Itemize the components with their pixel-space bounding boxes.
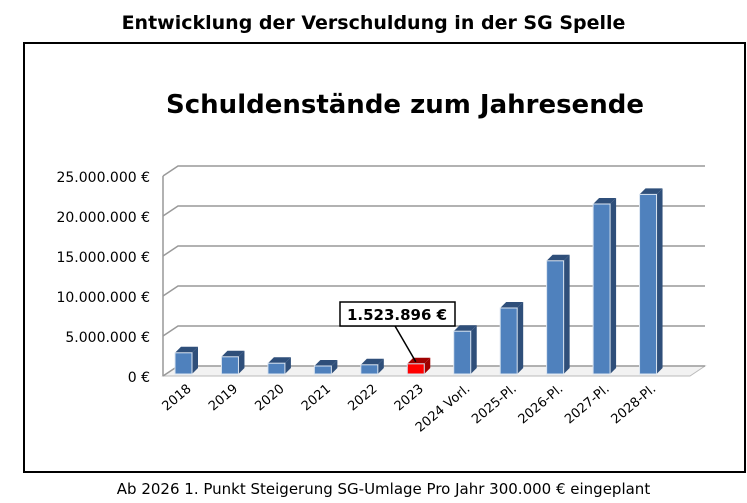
y-tick-label: 20.000.000 €: [56, 210, 150, 226]
chart-frame: [23, 42, 746, 473]
bar-top: [175, 346, 198, 353]
gridline: [162, 245, 705, 257]
bar: [220, 356, 239, 375]
bar-side: [656, 188, 663, 374]
x-tick-label: 2020: [252, 382, 287, 415]
gridline: [162, 205, 705, 217]
bar-side: [424, 357, 431, 374]
chart-title: Schuldenstände zum Jahresende: [166, 90, 644, 120]
bar-side: [517, 302, 524, 374]
bar-top: [500, 302, 524, 308]
y-tick-label: 15.000.000 €: [56, 250, 150, 266]
bar: [546, 260, 565, 375]
footer-note: Ab 2026 1. Punkt Steigerung SG-Umlage Pr…: [116, 480, 651, 498]
x-tick-label: 2028-Pl.: [609, 382, 660, 428]
gridline: [162, 325, 705, 337]
bar-side: [238, 350, 245, 374]
bar-side: [331, 360, 338, 374]
gridline: [162, 165, 705, 177]
bar: [499, 307, 518, 375]
y-tick-label: 10.000.000 €: [56, 290, 150, 306]
x-tick-label: 2018: [160, 382, 195, 415]
y-tick-label: 5.000.000 €: [65, 330, 150, 346]
x-tick-label: 2021: [299, 382, 334, 415]
bar-side: [563, 254, 570, 374]
bar-top: [221, 350, 245, 357]
bar: [313, 365, 332, 375]
x-tick-label: 2023: [392, 382, 427, 415]
x-tick-label: 2019: [206, 382, 241, 415]
x-tick-label: 2025-Pl.: [469, 382, 520, 428]
bar-side: [284, 357, 291, 374]
bar-top: [360, 358, 384, 365]
x-tick-label: 2026-Pl.: [516, 382, 567, 428]
bar-side: [377, 358, 384, 374]
bar: [267, 362, 286, 375]
y-tick-label: 0 €: [128, 370, 150, 386]
bar: [453, 330, 472, 375]
gridline: [162, 285, 705, 297]
bar: [174, 352, 193, 375]
bar: [592, 203, 611, 375]
bar-top: [453, 325, 477, 332]
bar-top: [639, 188, 663, 195]
y-tick-label: 25.000.000 €: [56, 170, 150, 186]
bar-top: [267, 357, 291, 364]
x-tick-label: 2027-Pl.: [562, 382, 613, 428]
annotation-label: 1.523.896 €: [347, 306, 447, 324]
bar: [639, 193, 658, 375]
bar-top: [546, 254, 570, 261]
annotation-box: [339, 301, 456, 327]
bar-side: [610, 198, 617, 374]
bar-side: [192, 346, 198, 374]
annotation-leader: [394, 325, 417, 363]
bar: [406, 363, 425, 375]
x-tick-label: 2022: [345, 382, 380, 415]
page-title: Entwicklung der Verschuldung in der SG S…: [121, 12, 626, 34]
bar-top: [593, 198, 617, 204]
bar-top: [407, 357, 431, 364]
bar: [360, 364, 379, 375]
bar-side: [470, 325, 477, 374]
bar-top: [314, 360, 338, 366]
